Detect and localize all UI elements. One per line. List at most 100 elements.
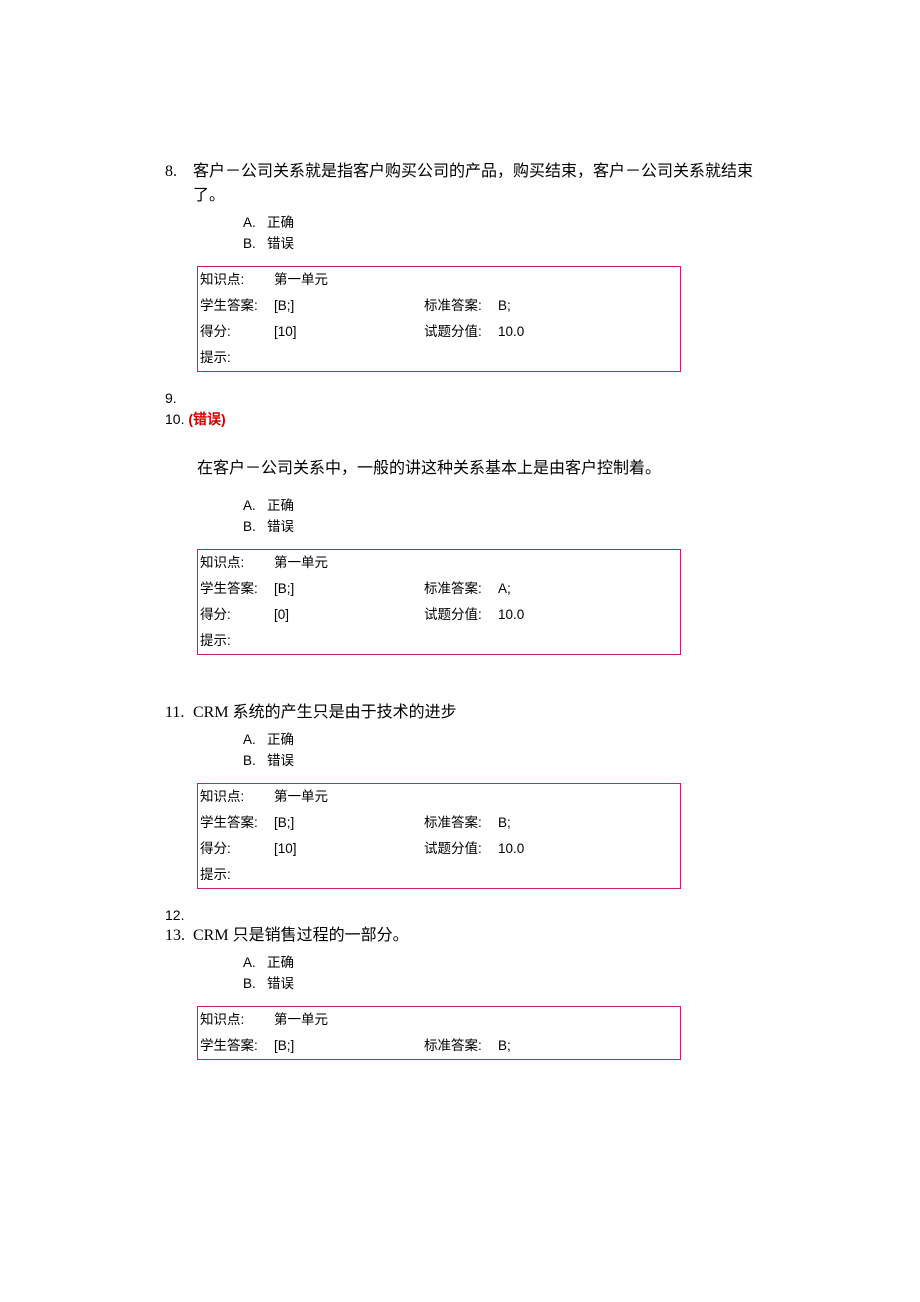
label-student-answer: 学生答案: (198, 293, 273, 319)
label-hint: 提示: (198, 862, 273, 889)
option-a: A.正确 (243, 212, 770, 233)
option-letter: A. (243, 495, 267, 516)
value-hint (272, 628, 681, 655)
value-student-answer: [B;] (272, 293, 422, 319)
option-text: 错误 (267, 236, 294, 251)
value-score: [10] (272, 319, 422, 345)
answer-table: 知识点: 第一单元 学生答案: [B;] 标准答案: B; 得分: [10] 试… (197, 783, 681, 889)
answer-table: 知识点: 第一单元 学生答案: [B;] 标准答案: B; (197, 1006, 681, 1060)
label-hint: 提示: (198, 628, 273, 655)
answer-table: 知识点: 第一单元 学生答案: [B;] 标准答案: B; 得分: [10] 试… (197, 266, 681, 372)
table-row: 学生答案: [B;] 标准答案: B; (198, 810, 681, 836)
table-row: 提示: (198, 862, 681, 889)
label-knowledge: 知识点: (198, 550, 273, 577)
question-text: 客户－公司关系就是指客户购买公司的产品，购买结束，客户－公司关系就结束了。 (193, 160, 770, 208)
label-knowledge: 知识点: (198, 267, 273, 294)
option-text: 错误 (267, 519, 294, 534)
question-9-number: 9. (165, 390, 770, 406)
document-page: 8. 客户－公司关系就是指客户购买公司的产品，购买结束，客户－公司关系就结束了。… (0, 0, 920, 1158)
label-standard-answer: 标准答案: (422, 293, 496, 319)
option-b: B.错误 (243, 233, 770, 254)
value-standard-answer: A; (496, 576, 681, 602)
value-question-score: 10.0 (496, 836, 681, 862)
value-standard-answer: B; (496, 293, 681, 319)
option-letter: A. (243, 212, 267, 233)
label-question-score: 试题分值: (422, 836, 496, 862)
question-header: 13. CRM 只是销售过程的一部分。 (165, 924, 770, 948)
question-text: 在客户－公司关系中，一般的讲这种关系基本上是由客户控制着。 (197, 457, 770, 481)
value-student-answer: [B;] (272, 1033, 422, 1060)
value-knowledge: 第一单元 (272, 1007, 681, 1034)
option-a: A.正确 (243, 495, 770, 516)
label-question-score: 试题分值: (422, 319, 496, 345)
option-text: 正确 (267, 732, 294, 747)
table-row: 得分: [10] 试题分值: 10.0 (198, 836, 681, 862)
label-student-answer: 学生答案: (198, 810, 273, 836)
options-list: A.正确 B.错误 (243, 952, 770, 994)
question-13: 13. CRM 只是销售过程的一部分。 A.正确 B.错误 知识点: 第一单元 … (165, 924, 770, 1060)
question-12-number: 12. (165, 907, 770, 923)
value-hint (272, 862, 681, 889)
question-header: 11. CRM 系统的产生只是由于技术的进步 (165, 701, 770, 725)
value-knowledge: 第一单元 (272, 550, 681, 577)
label-score: 得分: (198, 602, 273, 628)
spacer (165, 673, 770, 701)
label-student-answer: 学生答案: (198, 1033, 273, 1060)
value-knowledge: 第一单元 (272, 267, 681, 294)
value-student-answer: [B;] (272, 576, 422, 602)
value-score: [0] (272, 602, 422, 628)
value-knowledge: 第一单元 (272, 784, 681, 811)
label-knowledge: 知识点: (198, 784, 273, 811)
option-b: B.错误 (243, 973, 770, 994)
value-score: [10] (272, 836, 422, 862)
option-b: B.错误 (243, 750, 770, 771)
question-header: 8. 客户－公司关系就是指客户购买公司的产品，购买结束，客户－公司关系就结束了。 (165, 160, 770, 208)
question-text: CRM 系统的产生只是由于技术的进步 (193, 701, 770, 725)
option-text: 正确 (267, 955, 294, 970)
table-row: 知识点: 第一单元 (198, 784, 681, 811)
question-header-wrong: 10. (错误) (165, 407, 770, 431)
label-student-answer: 学生答案: (198, 576, 273, 602)
options-list: A.正确 B.错误 (243, 212, 770, 254)
option-text: 正确 (267, 215, 294, 230)
label-score: 得分: (198, 836, 273, 862)
table-row: 得分: [10] 试题分值: 10.0 (198, 319, 681, 345)
table-row: 知识点: 第一单元 (198, 267, 681, 294)
table-row: 得分: [0] 试题分值: 10.0 (198, 602, 681, 628)
option-a: A.正确 (243, 729, 770, 750)
option-text: 错误 (267, 976, 294, 991)
options-list: A.正确 B.错误 (243, 729, 770, 771)
question-number: 10. (165, 411, 184, 427)
label-score: 得分: (198, 319, 273, 345)
label-standard-answer: 标准答案: (422, 810, 496, 836)
label-hint: 提示: (198, 345, 273, 372)
question-text: CRM 只是销售过程的一部分。 (193, 924, 770, 948)
option-text: 错误 (267, 753, 294, 768)
option-a: A.正确 (243, 952, 770, 973)
question-11: 11. CRM 系统的产生只是由于技术的进步 A.正确 B.错误 知识点: 第一… (165, 701, 770, 889)
label-knowledge: 知识点: (198, 1007, 273, 1034)
answer-table: 知识点: 第一单元 学生答案: [B;] 标准答案: A; 得分: [0] 试题… (197, 549, 681, 655)
question-8: 8. 客户－公司关系就是指客户购买公司的产品，购买结束，客户－公司关系就结束了。… (165, 160, 770, 372)
label-standard-answer: 标准答案: (422, 1033, 496, 1060)
table-row: 提示: (198, 345, 681, 372)
option-letter: B. (243, 750, 267, 771)
table-row: 知识点: 第一单元 (198, 1007, 681, 1034)
table-row: 学生答案: [B;] 标准答案: B; (198, 1033, 681, 1060)
table-row: 提示: (198, 628, 681, 655)
value-question-score: 10.0 (496, 319, 681, 345)
option-letter: B. (243, 233, 267, 254)
option-letter: A. (243, 952, 267, 973)
value-standard-answer: B; (496, 1033, 681, 1060)
table-row: 知识点: 第一单元 (198, 550, 681, 577)
option-letter: A. (243, 729, 267, 750)
option-letter: B. (243, 516, 267, 537)
table-row: 学生答案: [B;] 标准答案: A; (198, 576, 681, 602)
table-row: 学生答案: [B;] 标准答案: B; (198, 293, 681, 319)
options-list: A.正确 B.错误 (243, 495, 770, 537)
question-number: 11. (165, 701, 193, 725)
option-letter: B. (243, 973, 267, 994)
question-number: 13. (165, 924, 193, 948)
value-student-answer: [B;] (272, 810, 422, 836)
value-standard-answer: B; (496, 810, 681, 836)
